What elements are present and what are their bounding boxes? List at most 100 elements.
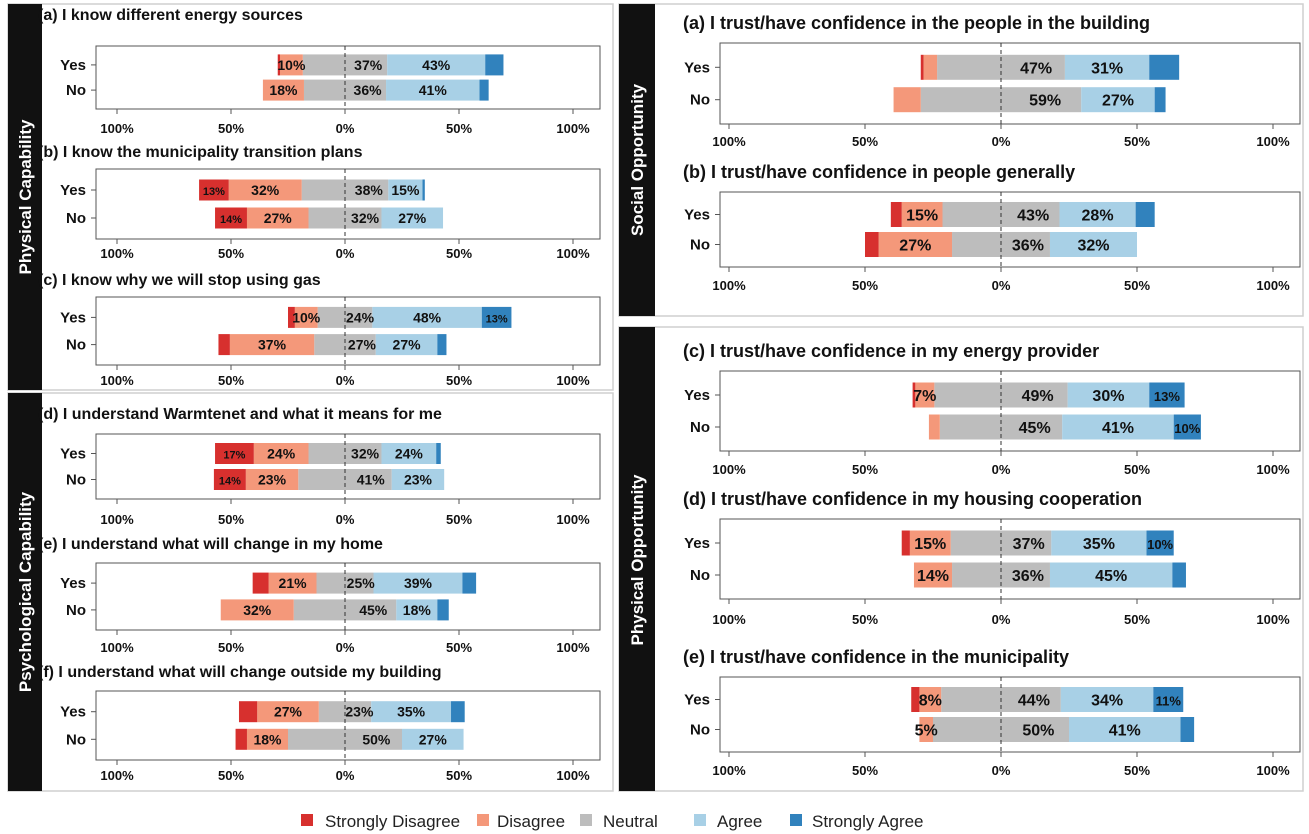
bar-no-agree [396, 599, 438, 621]
bar-label-no-neutral: 36% [1012, 568, 1044, 585]
x-tick-label: 50% [218, 768, 244, 783]
legend-label-neutral: Neutral [603, 812, 658, 831]
bar-yes-strongly-disagree [912, 382, 916, 408]
bar-label-yes-strongly-agree: 13% [1154, 389, 1180, 404]
x-tick-label: 100% [556, 373, 590, 388]
bar-label-no-neutral: 41% [357, 472, 386, 488]
bar-label-yes-agree: 39% [404, 575, 433, 591]
side-strip-social-opportunity [619, 4, 655, 316]
bar-yes-disagree [915, 382, 935, 408]
x-tick-label: 50% [852, 462, 878, 477]
bar-no-strongly-agree [437, 334, 447, 356]
bar-no-strongly-disagree [218, 334, 230, 356]
bar-no-neutral [314, 334, 376, 356]
bar-yes-agree [1064, 54, 1150, 80]
bar-label-yes-agree: 34% [1091, 693, 1123, 710]
x-tick-label: 0% [336, 640, 355, 655]
bar-no-strongly-disagree [215, 207, 247, 229]
bar-no-strongly-agree [1154, 87, 1166, 113]
bar-no-disagree [913, 562, 953, 588]
bar-label-no-disagree: 5% [915, 723, 938, 740]
bar-no-strongly-agree [437, 599, 449, 621]
bar-label-no-strongly-disagree: 14% [220, 214, 242, 226]
bar-yes-disagree [919, 687, 942, 712]
bar-label-yes-strongly-disagree: 17% [223, 450, 245, 462]
bar-no-strongly-disagree [865, 232, 879, 257]
x-tick-label: 100% [556, 640, 590, 655]
bar-label-no-neutral: 36% [1012, 238, 1044, 255]
bar-label-yes-strongly-agree: 11% [1156, 694, 1182, 709]
panel-title: (c) I trust/have confidence in my energy… [683, 341, 1099, 361]
bar-yes-agree [381, 443, 437, 464]
bar-label-no-agree: 27% [393, 337, 422, 353]
panel-1: (a) I know different energy sources Yes 10… [38, 7, 601, 136]
x-tick-label: 100% [100, 512, 134, 527]
bar-label-no-neutral: 36% [354, 82, 383, 98]
bar-yes-neutral [302, 54, 388, 76]
x-tick-label: 100% [100, 121, 134, 136]
x-tick-label: 50% [852, 134, 878, 149]
bar-no-strongly-agree [479, 79, 489, 101]
bar-label-no-agree: 27% [398, 210, 427, 226]
x-tick-label: 100% [1256, 763, 1290, 778]
row-label-no: No [66, 82, 86, 99]
bar-label-yes-disagree: 24% [267, 446, 296, 462]
bar-label-no-neutral: 45% [1019, 420, 1051, 437]
x-tick-label: 0% [992, 134, 1011, 149]
row-label-yes: Yes [684, 535, 710, 552]
bar-label-no-agree: 32% [1077, 238, 1109, 255]
bar-label-yes-neutral: 44% [1018, 693, 1050, 710]
bar-yes-strongly-disagree [901, 530, 910, 556]
x-tick-label: 100% [556, 512, 590, 527]
x-tick-label: 50% [446, 512, 472, 527]
bar-label-no-strongly-agree: 10% [1174, 421, 1200, 436]
bar-yes-strongly-disagree [199, 179, 229, 201]
bar-label-no-disagree: 18% [269, 82, 298, 98]
panel-title: (a) I trust/have confidence in the peopl… [683, 13, 1150, 33]
bar-label-no-agree: 18% [403, 602, 432, 618]
panel-8: (b) I trust/have confidence in people ge… [683, 162, 1301, 293]
panel-3: (c) I know why we will stop using gas Yes… [38, 272, 601, 388]
x-tick-label: 50% [446, 121, 472, 136]
x-tick-label: 100% [556, 121, 590, 136]
group-label-social-opportunity: Social Opportunity [628, 83, 647, 236]
panel-title: (c) I know why we will stop using gas [38, 272, 321, 289]
row-label-no: No [66, 472, 86, 489]
x-tick-label: 100% [1256, 278, 1290, 293]
x-tick-label: 0% [336, 121, 355, 136]
bar-yes-strongly-disagree [238, 701, 258, 723]
bar-label-no-disagree: 27% [264, 210, 293, 226]
bar-yes-neutral [308, 443, 382, 464]
bar-label-no-disagree: 23% [258, 472, 287, 488]
bar-label-no-agree: 27% [419, 731, 448, 747]
bar-label-yes-agree: 15% [391, 182, 420, 198]
legend: Strongly Disagree Disagree Neutral Agree… [301, 812, 924, 831]
row-label-yes: Yes [684, 387, 710, 404]
bar-label-yes-agree: 24% [395, 446, 424, 462]
x-tick-label: 100% [712, 134, 746, 149]
bar-label-yes-disagree: 10% [277, 57, 306, 73]
bar-label-no-disagree: 27% [899, 238, 931, 255]
bar-yes-strongly-disagree [890, 202, 902, 227]
row-label-no: No [690, 419, 710, 436]
bar-label-yes-disagree: 15% [906, 208, 938, 225]
bar-label-yes-disagree: 10% [292, 309, 321, 325]
row-label-yes: Yes [60, 182, 86, 199]
bar-no-agree [375, 334, 438, 356]
x-tick-label: 100% [100, 373, 134, 388]
row-label-yes: Yes [60, 309, 86, 326]
bar-yes-disagree [280, 54, 303, 76]
x-tick-label: 50% [852, 278, 878, 293]
x-tick-label: 100% [100, 246, 134, 261]
bar-label-no-neutral: 27% [348, 337, 377, 353]
row-label-no: No [66, 337, 86, 354]
x-tick-label: 0% [992, 462, 1011, 477]
bar-yes-agree [373, 572, 463, 594]
bar-no-disagree [262, 79, 304, 101]
x-tick-label: 50% [1124, 612, 1150, 627]
bar-yes-disagree [268, 572, 317, 594]
x-tick-label: 50% [218, 512, 244, 527]
bar-no-disagree [220, 599, 294, 621]
bar-no-disagree [919, 717, 933, 742]
bar-yes-strongly-disagree [277, 54, 281, 76]
